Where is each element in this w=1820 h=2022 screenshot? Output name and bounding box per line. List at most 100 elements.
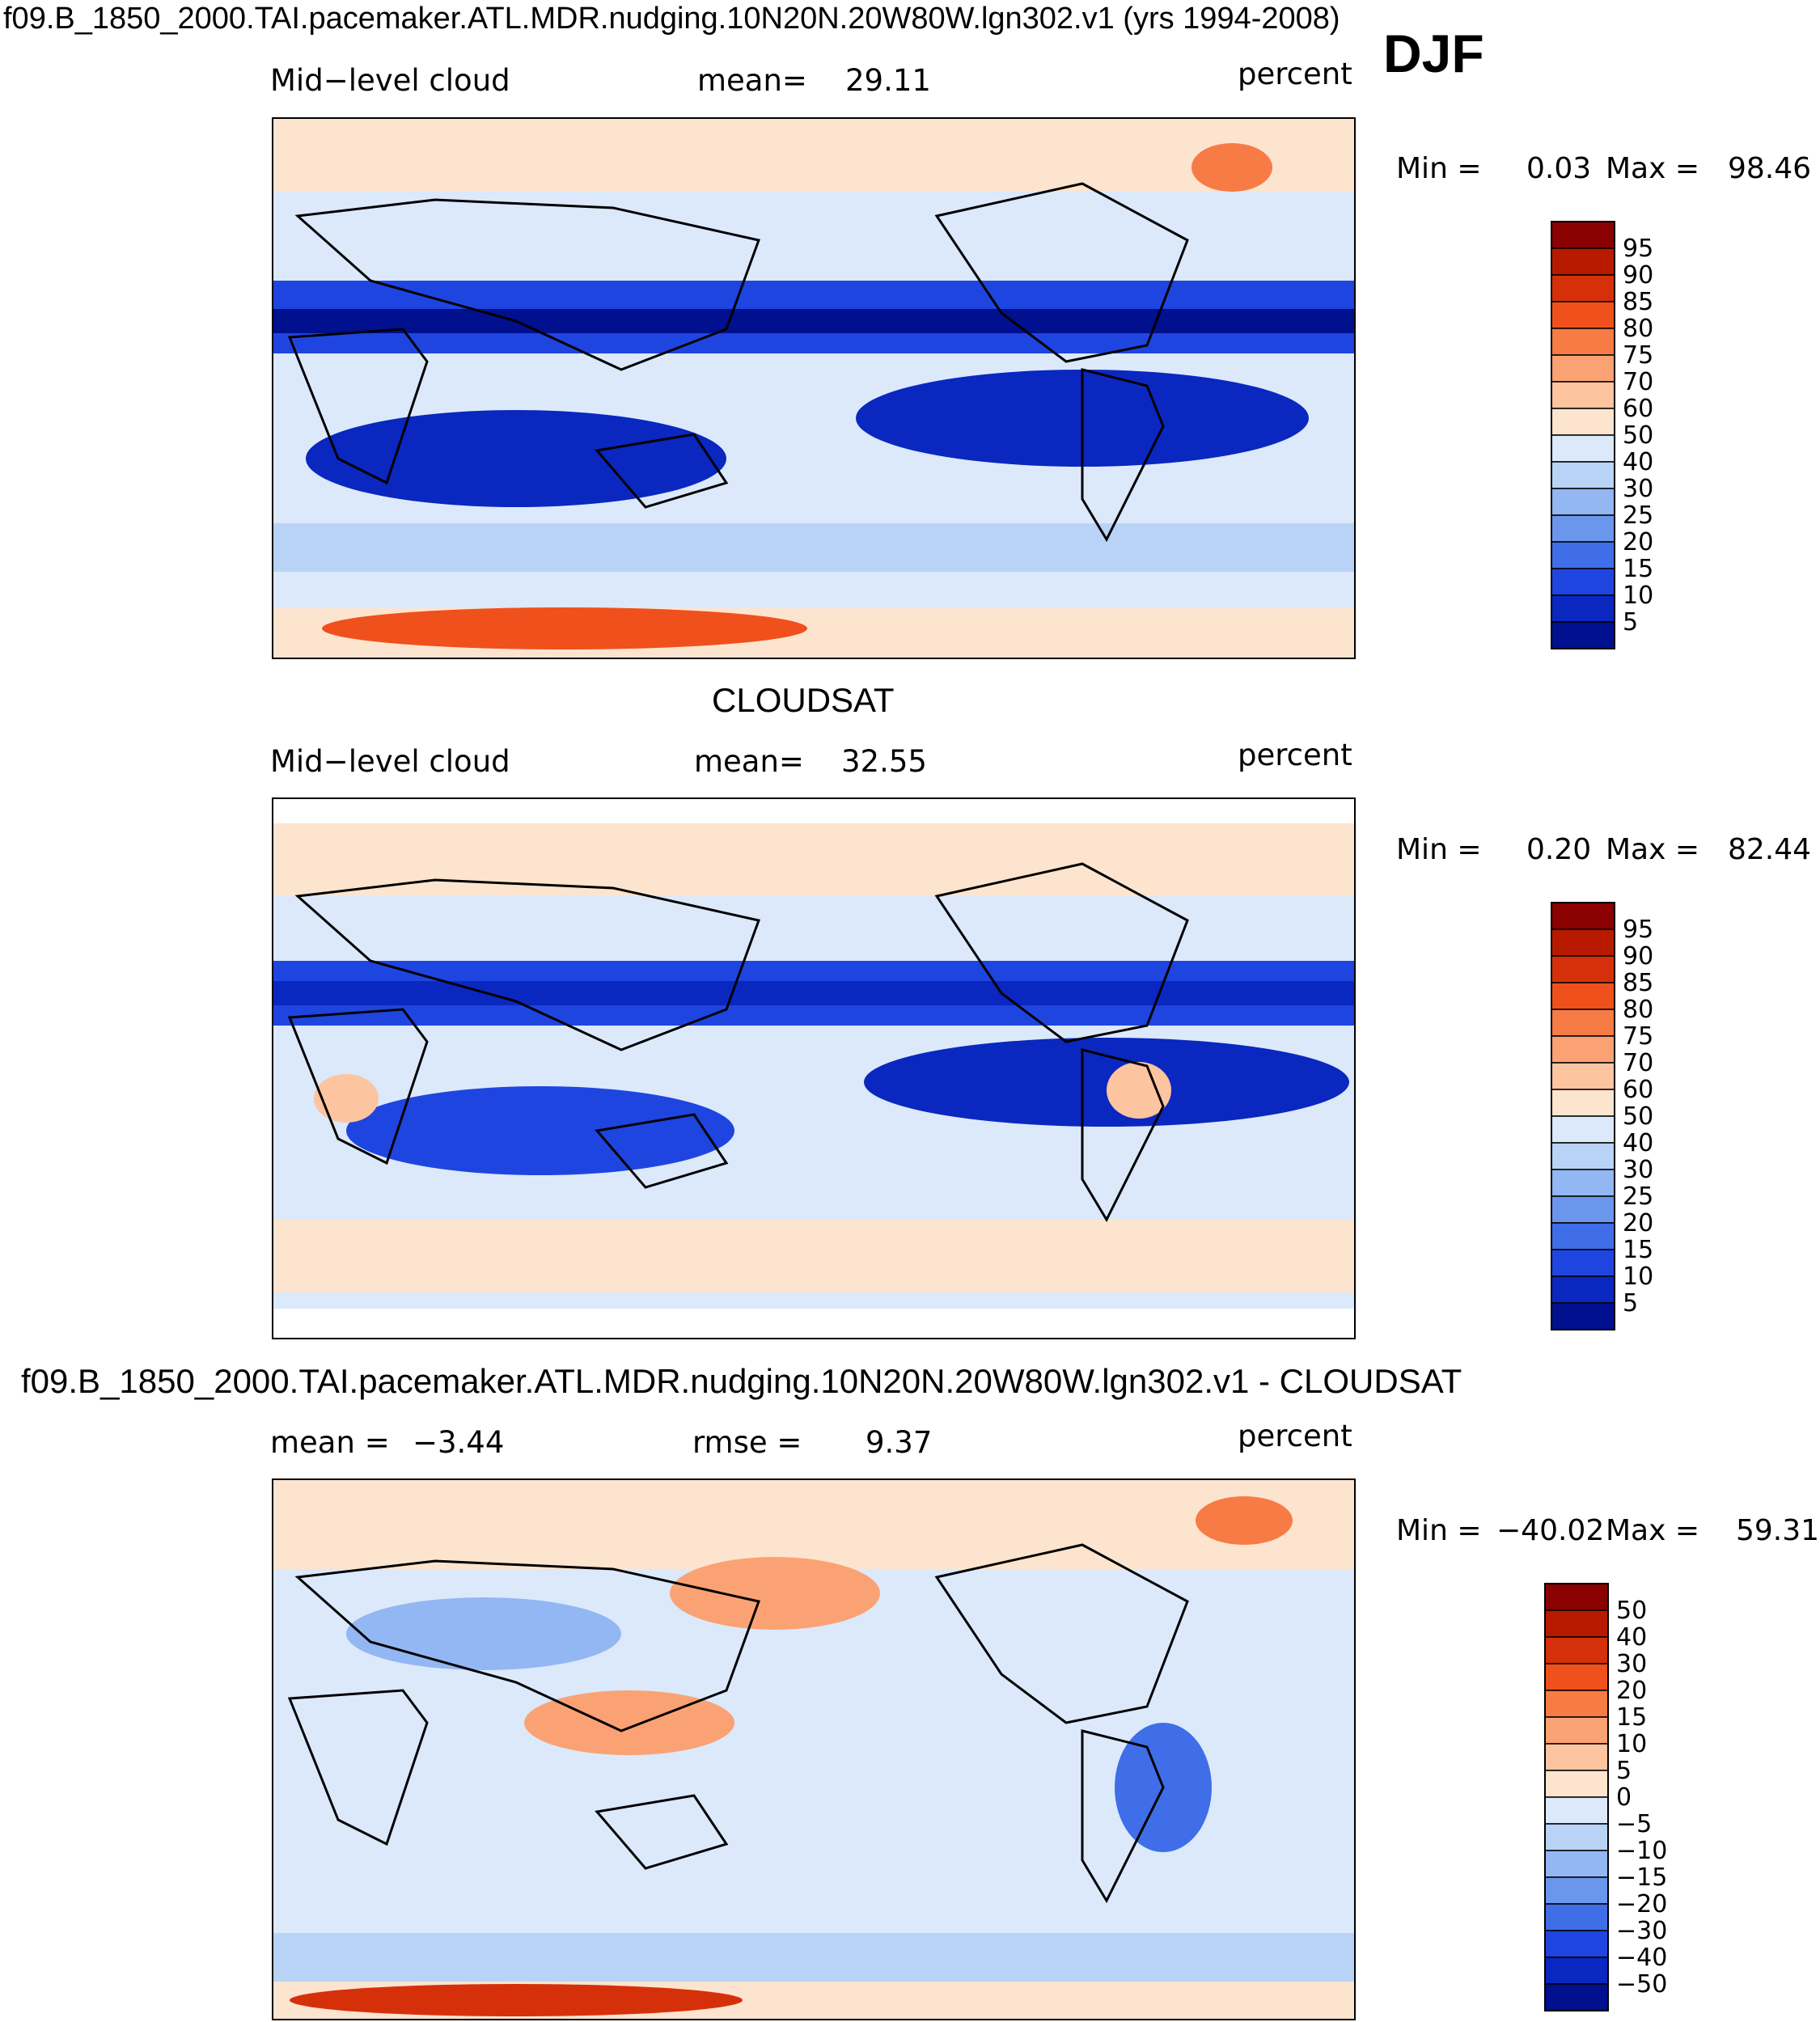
colorbar-tick-label: 15 [1616, 1703, 1647, 1732]
colorbar-frame [1551, 221, 1615, 649]
colorbar-tick-label: 5 [1623, 608, 1638, 637]
colorbar-swatch [1544, 1956, 1609, 1985]
panel2-dataset-title: CLOUDSAT [712, 681, 895, 719]
colorbar-swatch [1551, 328, 1615, 356]
panel3-rmse-label: rmse = [692, 1425, 802, 1460]
colorbar-swatch [1551, 354, 1615, 383]
colorbar-tick-label: 95 [1623, 235, 1653, 263]
colorbar-tick-label: 15 [1623, 555, 1653, 583]
south-america-coastline [1081, 1048, 1165, 1223]
colorbar-tick-label: 50 [1623, 421, 1653, 450]
colorbar-tick-label: 60 [1623, 395, 1653, 423]
panel1-mean-label: mean= [697, 63, 807, 98]
colorbar-tick-label: −40 [1616, 1944, 1667, 1972]
colorbar-tick-label: −5 [1616, 1810, 1652, 1838]
eurasia-coastline [294, 1559, 760, 1732]
panel2-variable-label: Mid−level cloud [270, 744, 510, 779]
eurasia-coastline [294, 878, 760, 1051]
colorbar-swatch [1544, 1823, 1609, 1851]
colorbar-tick-label: 50 [1616, 1597, 1647, 1625]
colorbar-tick-label: 95 [1623, 916, 1653, 944]
colorbar-tick-label: 40 [1616, 1623, 1647, 1652]
antarctic-high-cloud [322, 607, 807, 649]
colorbar-swatch [1551, 461, 1615, 489]
panel3-max-label: Max = [1606, 1514, 1700, 1547]
southern-ocean-band [273, 1220, 1354, 1292]
colorbar-swatch [1551, 1009, 1615, 1037]
colorbar-swatch [1551, 902, 1615, 930]
greenland-high-cloud [1191, 143, 1272, 192]
colorbar-swatch [1544, 1716, 1609, 1745]
colorbar-tick-label: 30 [1616, 1650, 1647, 1678]
colorbar-swatch [1551, 434, 1615, 463]
colorbar-tick-label: 20 [1616, 1677, 1647, 1705]
colorbar-swatch [1551, 541, 1615, 569]
colorbar-frame [1551, 902, 1615, 1330]
colorbar-swatch [1551, 1222, 1615, 1250]
colorbar-tick-label: 90 [1623, 942, 1653, 971]
colorbar-swatch [1551, 221, 1615, 249]
panel2-mean-label: mean= [694, 744, 804, 779]
north-america-coastline [934, 1543, 1189, 1724]
colorbar-tick-label: −50 [1616, 1970, 1667, 1999]
north-positive-band [273, 1480, 1354, 1569]
colorbar-swatch [1551, 982, 1615, 1010]
colorbar-swatch [1551, 301, 1615, 329]
colorbar-swatch [1551, 1062, 1615, 1090]
panel2-units: percent [1238, 738, 1352, 772]
colorbar-swatch [1551, 621, 1615, 649]
subtropical-low-cloud-indian [346, 1086, 734, 1175]
australia-coastline [595, 433, 729, 509]
colorbar-tick-label: 10 [1623, 1263, 1653, 1291]
colorbar-swatch [1551, 247, 1615, 276]
colorbar-tick-label: 25 [1623, 1182, 1653, 1211]
australia-coastline [595, 1794, 729, 1870]
polar-cloud-band-north [273, 119, 1354, 192]
colorbar-swatch [1544, 1903, 1609, 1931]
panel2-max-label: Max = [1606, 833, 1700, 866]
colorbar-swatch [1551, 1195, 1615, 1224]
colorbar-tick-label: 30 [1623, 1156, 1653, 1184]
polar-cloud-band-north [273, 823, 1354, 896]
panel3-min-value: −40.02 [1496, 1514, 1605, 1547]
colorbar-swatch [1544, 1930, 1609, 1958]
colorbar-tick-label: 20 [1623, 1209, 1653, 1237]
colorbar-tick-label: 10 [1616, 1730, 1647, 1758]
africa-coastline [287, 1008, 429, 1165]
panel3-min-label: Min = [1396, 1514, 1482, 1547]
colorbar-tick-label: 25 [1623, 501, 1653, 530]
colorbar-swatch [1551, 1302, 1615, 1330]
colorbar-tick-label: 70 [1623, 368, 1653, 396]
africa-coastline [287, 328, 429, 485]
panel3-mean-label: mean = [270, 1425, 390, 1460]
panel2-map [272, 797, 1356, 1339]
panel1-colorbar: 95 90 85 80 75 70 60 50 40 30 25 20 15 10 5 [1551, 221, 1681, 650]
colorbar-tick-label: −15 [1616, 1863, 1667, 1892]
antarctic-positive-anomaly [290, 1984, 743, 2016]
australia-coastline [595, 1113, 729, 1189]
colorbar-swatch [1551, 1275, 1615, 1304]
panel3-units: percent [1238, 1419, 1352, 1453]
colorbar-tick-label: 90 [1623, 261, 1653, 290]
colorbar-swatch [1551, 1169, 1615, 1197]
panel1-max-value: 98.46 [1728, 152, 1812, 185]
colorbar-tick-label: 5 [1623, 1289, 1638, 1318]
panel3-colorbar: 50 40 30 20 15 10 5 0 −5 −10 −15 −20 −30 −40 −50 [1544, 1583, 1682, 2012]
colorbar-swatch [1544, 1690, 1609, 1718]
southern-ocean-band [273, 1933, 1354, 1982]
colorbar-swatch [1551, 1089, 1615, 1117]
no-data-north [273, 799, 1354, 823]
colorbar-swatch [1544, 1610, 1609, 1638]
panel2-colorbar: 95 90 85 80 75 70 60 50 40 30 25 20 15 10 5 [1551, 902, 1681, 1331]
southern-ocean-band [273, 523, 1354, 572]
colorbar-swatch [1551, 594, 1615, 623]
itcz-core [273, 981, 1354, 1005]
colorbar-tick-label: 40 [1623, 1129, 1653, 1157]
colorbar-tick-label: 70 [1623, 1049, 1653, 1077]
colorbar-swatch [1551, 1115, 1615, 1144]
panel1-mean-value: 29.11 [845, 63, 931, 98]
itcz-core [273, 309, 1354, 333]
